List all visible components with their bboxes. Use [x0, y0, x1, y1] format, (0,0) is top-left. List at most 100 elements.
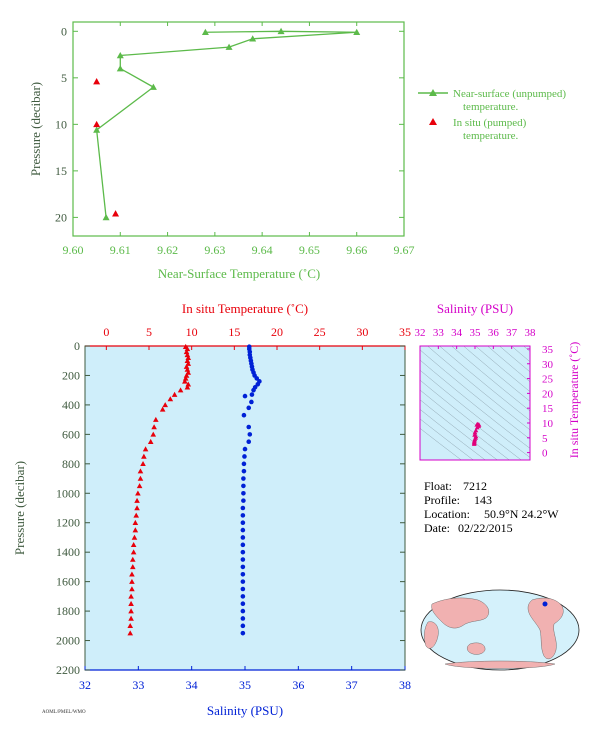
profile-bottom-axis-label: Salinity (PSU) — [207, 703, 283, 718]
temperature-point — [136, 483, 143, 489]
legend-marker-unpumped — [429, 89, 437, 96]
series-point-0 — [102, 213, 110, 221]
float-label: Float: — [424, 479, 452, 493]
temperature-point — [182, 375, 189, 381]
temperature-point — [167, 396, 174, 402]
temperature-point — [132, 519, 139, 525]
ts-point — [472, 430, 478, 435]
salinity-point — [240, 564, 246, 570]
temperature-point — [127, 623, 134, 629]
sal-tick-label: 33 — [132, 678, 144, 692]
x-tick-label: 9.67 — [394, 243, 415, 257]
world-map — [420, 589, 580, 671]
ts-temp-tick-label: 35 — [542, 344, 554, 356]
float-metadata: Float: 7212 Profile: 143 Location: 50.9°… — [424, 479, 559, 535]
salinity-point — [240, 601, 246, 607]
profile-y-axis-label: Pressure (decibar) — [12, 461, 27, 555]
series-line-0 — [95, 30, 357, 218]
series-point-1 — [112, 210, 120, 217]
temperature-point — [147, 438, 154, 444]
series-point-1 — [93, 120, 101, 128]
salinity-point — [240, 505, 246, 511]
ts-temp-tick-label: 0 — [542, 448, 548, 460]
legend-label-unpumped-1: Near-surface (unpumped) — [453, 88, 566, 100]
salinity-point — [242, 446, 248, 452]
profile-pressure-ticks: 0 200 400 600 800 1000 1200 1400 1600 1800 2000 220… — [56, 339, 405, 677]
salinity-point — [246, 405, 252, 411]
sal-tick-label: 32 — [79, 678, 91, 692]
ts-points — [471, 421, 482, 446]
ts-sal-tick-label: 34 — [451, 327, 463, 339]
legend-label-pumped-2: temperature. — [463, 130, 519, 142]
pressure-tick-label: 2200 — [56, 663, 80, 677]
salinity-point — [242, 393, 248, 399]
legend-marker-pumped — [429, 118, 437, 125]
near-surface-legend: Near-surface (unpumped) temperature. In … — [418, 88, 566, 142]
temperature-point — [150, 431, 157, 437]
sal-tick-label: 37 — [346, 678, 358, 692]
pressure-tick-label: 1800 — [56, 604, 80, 618]
ts-temp-tick-label: 15 — [542, 403, 554, 415]
series-point-0 — [116, 51, 124, 59]
salinity-point — [254, 376, 260, 381]
y-tick-label: 15 — [55, 164, 67, 178]
temperature-point — [130, 549, 137, 555]
map-land-africa — [424, 621, 439, 649]
salinity-point — [246, 424, 252, 430]
ts-temp-tick-label: 30 — [542, 359, 554, 371]
density-contour — [524, 336, 601, 480]
temperature-point — [130, 542, 137, 548]
temperature-point — [185, 354, 192, 361]
footnote: AOML/PMEL/WMO — [42, 710, 86, 715]
x-tick-label: 9.63 — [204, 243, 225, 257]
salinity-point — [240, 623, 246, 629]
temperature-point — [129, 578, 135, 584]
temperature-point — [153, 416, 159, 422]
temp-tick-label: 25 — [314, 325, 326, 339]
temperature-point — [132, 527, 139, 533]
sal-tick-label: 38 — [399, 678, 411, 692]
ts-sal-tick-label: 36 — [488, 327, 500, 339]
y-tick-label: 20 — [55, 210, 67, 224]
temperature-point — [128, 615, 134, 621]
salinity-point — [246, 439, 252, 445]
temperature-point — [135, 490, 141, 496]
density-contour — [420, 379, 522, 460]
series-point-0 — [116, 65, 124, 72]
salinity-point — [240, 579, 246, 584]
salinity-point — [240, 520, 246, 526]
temperature-point — [137, 475, 144, 481]
pressure-tick-label: 2000 — [56, 634, 80, 648]
sal-tick-label: 34 — [186, 678, 198, 692]
map-land-australia — [467, 642, 486, 655]
pressure-tick-label: 600 — [62, 427, 80, 441]
profile-top-axis-label: In situ Temperature (˚C) — [182, 301, 308, 316]
location-value: 50.9°N 24.2°W — [484, 507, 559, 521]
density-contour — [420, 359, 530, 449]
temperature-point — [128, 600, 134, 606]
salinity-point — [240, 630, 246, 636]
map-land-antarctica — [444, 660, 556, 669]
ts-sal-tick-label: 37 — [506, 327, 518, 339]
profile-label: Profile: — [424, 493, 460, 507]
profile-salinity-ticks: 32 33 34 35 36 37 38 — [79, 666, 411, 692]
temperature-point — [128, 608, 134, 614]
salinity-point — [255, 381, 261, 387]
near-surface-series — [93, 27, 361, 221]
map-float-location — [542, 601, 548, 607]
series-point-0 — [93, 126, 101, 133]
near-surface-y-ticks: 0 5 10 15 20 — [55, 24, 404, 224]
y-tick-label: 10 — [55, 117, 67, 131]
ts-sal-tick-label: 35 — [470, 327, 482, 339]
temperature-point — [184, 357, 191, 363]
series-point-0 — [225, 43, 233, 50]
temperature-point — [134, 497, 140, 503]
pressure-tick-label: 200 — [62, 368, 80, 382]
temperature-point — [183, 372, 190, 378]
ts-temperature-ticks: 0 5 10 15 20 25 30 35 — [527, 344, 554, 460]
legend-label-pumped-1: In situ (pumped) — [453, 117, 527, 129]
location-label: Location: — [424, 507, 470, 521]
density-contour — [420, 399, 498, 460]
ts-density-contours — [420, 336, 601, 480]
temperature-point — [128, 593, 134, 599]
